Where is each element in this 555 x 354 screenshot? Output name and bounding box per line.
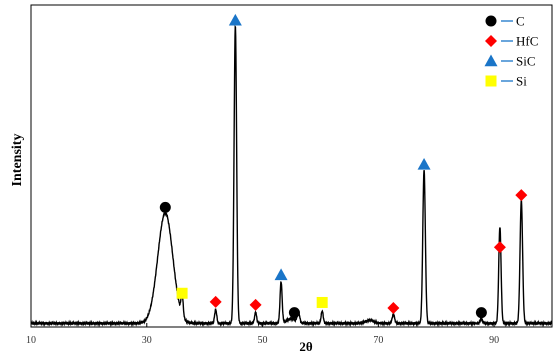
- x-tick-label: 30: [142, 335, 152, 346]
- x-tick-label: 70: [373, 335, 383, 346]
- c-peak-marker: [288, 307, 300, 319]
- c-peak-marker: [475, 307, 487, 319]
- legend-marker-hfc: [485, 35, 497, 47]
- legend-marker-sic: [484, 54, 498, 67]
- legend-marker-c: [485, 15, 497, 27]
- legend-label-sic: SiC: [516, 54, 536, 69]
- hfc-peak-marker: [209, 295, 222, 308]
- hfc-peak-marker: [387, 301, 400, 314]
- hfc-peak-marker: [249, 298, 262, 311]
- sic-peak-marker: [417, 157, 431, 170]
- x-axis-label: 2θ: [299, 339, 313, 354]
- x-tick-label: 90: [489, 335, 499, 346]
- c-peak-marker: [159, 201, 171, 213]
- legend-label-hfc: HfC: [516, 34, 538, 49]
- y-axis-label: Intensity: [10, 134, 25, 187]
- sic-peak-marker: [274, 268, 288, 281]
- legend: C HfC SiC Si: [484, 14, 538, 89]
- x-tick-label: 10: [26, 335, 36, 346]
- si-peak-marker: [316, 296, 328, 308]
- legend-label-si: Si: [516, 74, 527, 89]
- diffraction-pattern-line: [30, 24, 553, 328]
- plot-area-frame: [30, 4, 553, 328]
- peak-markers: [159, 13, 528, 319]
- hfc-peak-marker: [493, 241, 506, 254]
- x-tick-label: 50: [258, 335, 268, 346]
- hfc-peak-marker: [515, 189, 528, 202]
- sic-peak-marker: [228, 13, 242, 26]
- legend-marker-si: [485, 75, 497, 87]
- legend-label-c: C: [516, 14, 525, 29]
- si-peak-marker: [176, 287, 188, 299]
